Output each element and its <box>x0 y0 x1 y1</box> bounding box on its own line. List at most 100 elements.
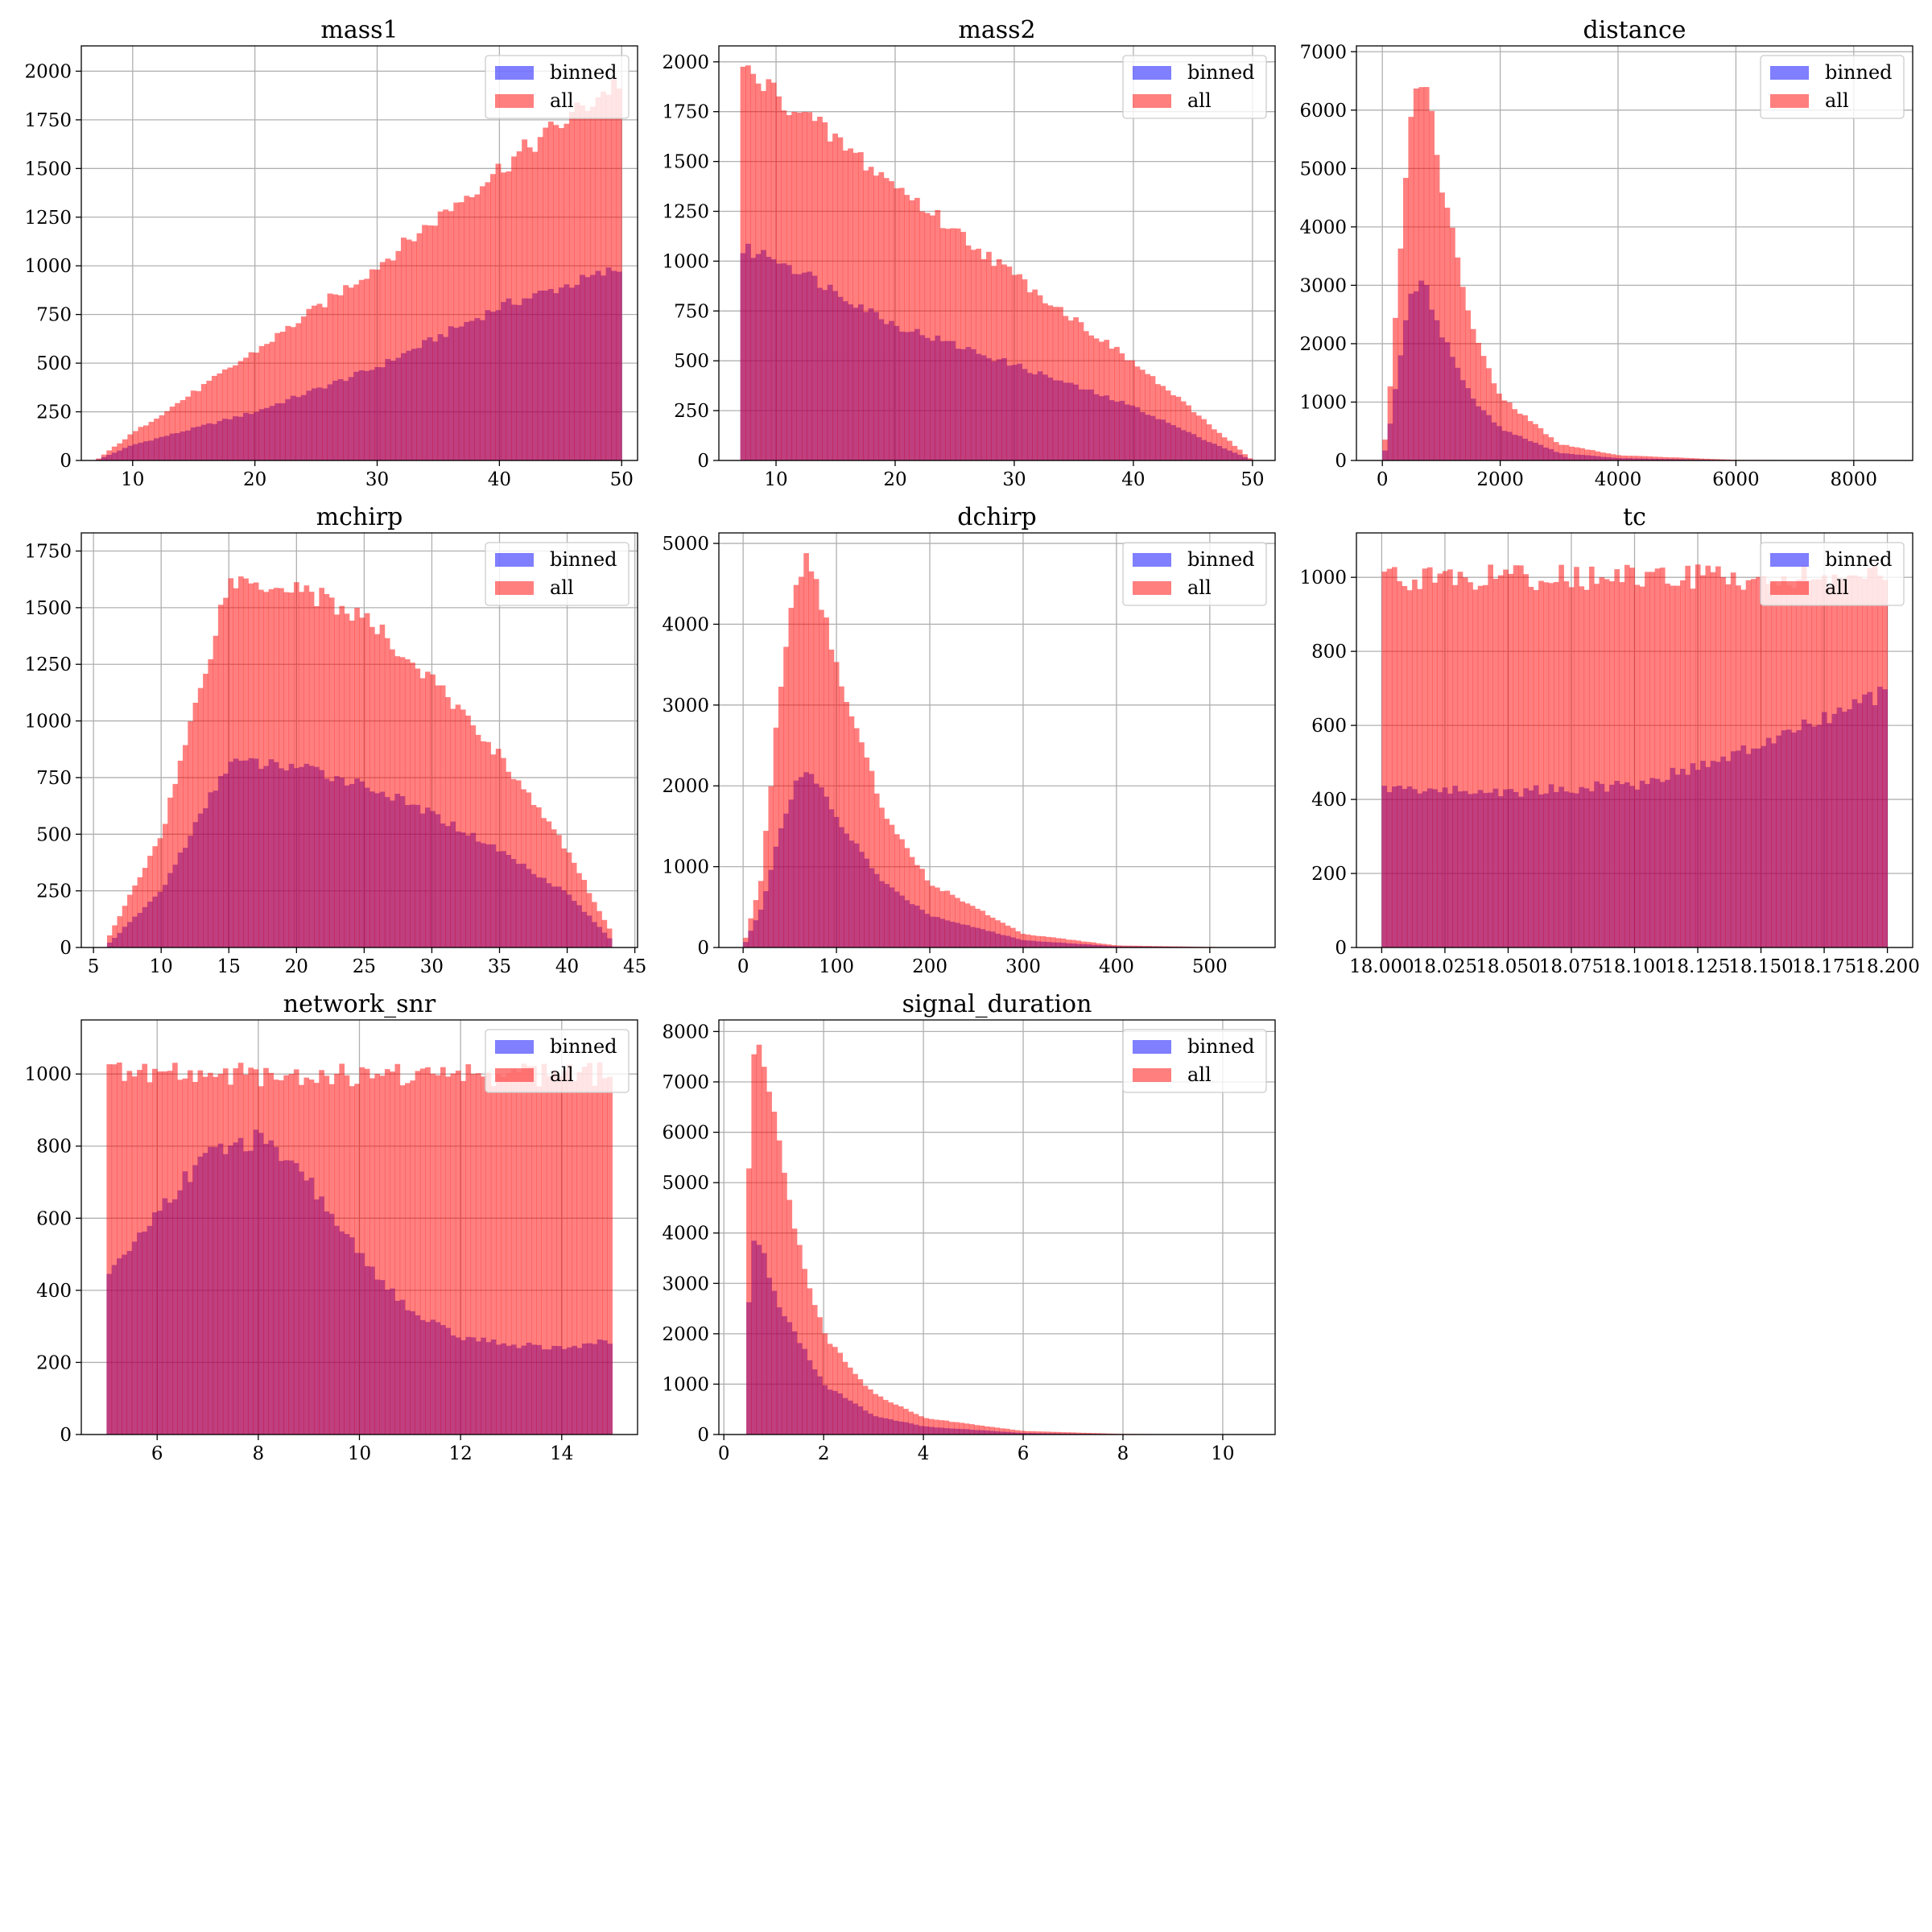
legend-swatch-all <box>1133 94 1171 108</box>
bar-all <box>960 901 966 947</box>
y-tick-label: 3000 <box>1299 275 1347 296</box>
bar-all <box>1161 946 1167 947</box>
x-tick-label: 50 <box>610 469 634 490</box>
y-tick-label: 1000 <box>24 1064 72 1085</box>
bar-all <box>758 881 764 947</box>
x-tick-label: 4000 <box>1595 469 1642 490</box>
bar-all <box>1242 454 1248 460</box>
bar-all <box>221 369 228 460</box>
x-tick-label: 40 <box>1121 469 1145 490</box>
bar-all <box>137 877 143 947</box>
x-tick-label: 40 <box>555 956 579 977</box>
bar-all <box>576 873 582 947</box>
bar-all <box>883 178 890 461</box>
bar-all <box>258 345 265 460</box>
bar-all <box>293 582 299 947</box>
bar-all <box>390 260 396 460</box>
x-tick-label: 18.175 <box>1792 956 1856 977</box>
bar-all <box>595 97 601 461</box>
bar-all <box>919 869 925 947</box>
x-tick-label: 20 <box>243 469 266 490</box>
bar-all <box>465 715 471 947</box>
bar-all <box>324 593 330 947</box>
bar-all <box>1662 456 1668 460</box>
bar-all <box>955 898 960 947</box>
bar-all <box>275 332 281 460</box>
bar-all <box>813 579 819 947</box>
bar-all <box>1771 582 1777 947</box>
bar-all <box>425 1067 431 1435</box>
bar-all <box>203 673 208 947</box>
bar-all <box>833 662 840 947</box>
bar-all <box>547 122 554 460</box>
bar-all <box>913 1414 919 1435</box>
x-tick-label: 18.000 <box>1349 956 1414 977</box>
bar-all <box>960 232 966 460</box>
y-tick-label: 0 <box>1335 938 1347 959</box>
y-tick-label: 400 <box>36 1281 72 1302</box>
bar-all <box>1599 577 1605 947</box>
bar-all <box>1600 452 1606 460</box>
bar-all <box>1882 580 1888 947</box>
bar-all <box>852 1373 858 1435</box>
bar-all <box>1111 944 1117 947</box>
bar-all <box>427 225 433 460</box>
bar-all <box>111 446 118 460</box>
bar-all <box>1553 442 1559 460</box>
y-tick-label: 1000 <box>662 1374 709 1395</box>
bar-all <box>211 375 217 460</box>
bar-all <box>989 1426 995 1435</box>
bar-all <box>1548 437 1554 460</box>
bar-all <box>929 886 935 947</box>
x-tick-label: 25 <box>353 956 376 977</box>
bar-all <box>1125 945 1132 947</box>
bar-all <box>1589 450 1596 460</box>
bar-all <box>501 172 506 460</box>
bar-all <box>1836 578 1843 947</box>
bar-all <box>873 175 879 460</box>
bar-all <box>167 1071 173 1435</box>
bar-all <box>1035 935 1041 947</box>
bar-all <box>359 1067 365 1435</box>
y-tick-label: 800 <box>36 1137 72 1158</box>
y-tick-label: 1500 <box>24 159 72 180</box>
bar-all <box>353 284 360 460</box>
bar-all <box>1765 584 1772 947</box>
bar-all <box>1610 454 1616 460</box>
bar-all <box>537 137 543 461</box>
bar-all <box>773 727 779 947</box>
bar-all <box>888 1402 894 1435</box>
bar-all <box>154 419 159 460</box>
legend: binned all <box>485 1029 630 1093</box>
bar-all <box>339 605 345 947</box>
legend-label-binned: binned <box>1187 1035 1255 1058</box>
legend-swatch-binned <box>495 66 534 80</box>
bar-all <box>516 151 522 460</box>
bar-all <box>776 1140 782 1435</box>
bar-all <box>827 1344 833 1435</box>
bar-all <box>237 361 244 460</box>
bar-all <box>945 229 951 460</box>
series-all <box>96 79 622 461</box>
bar-all <box>822 1333 828 1435</box>
bar-all <box>1437 573 1443 947</box>
bar-all <box>263 1067 269 1435</box>
bar-all <box>811 1305 818 1435</box>
bar-all <box>914 197 920 460</box>
bar-all <box>1160 386 1166 460</box>
bar-all <box>807 112 813 460</box>
x-tick-label: 4 <box>918 1443 930 1464</box>
bar-all <box>1619 582 1625 947</box>
bar-all <box>1533 590 1539 947</box>
y-tick-label: 0 <box>60 938 72 959</box>
bar-all <box>1625 456 1632 460</box>
y-tick-label: 1000 <box>662 857 709 878</box>
bar-all <box>1017 274 1022 460</box>
bar-all <box>217 605 224 947</box>
bar-all <box>1605 453 1612 460</box>
bar-all <box>1667 457 1674 460</box>
bar-all <box>1071 939 1076 947</box>
bar-all <box>1710 572 1716 947</box>
legend-label-all: all <box>550 89 574 112</box>
bar-all <box>930 215 935 460</box>
